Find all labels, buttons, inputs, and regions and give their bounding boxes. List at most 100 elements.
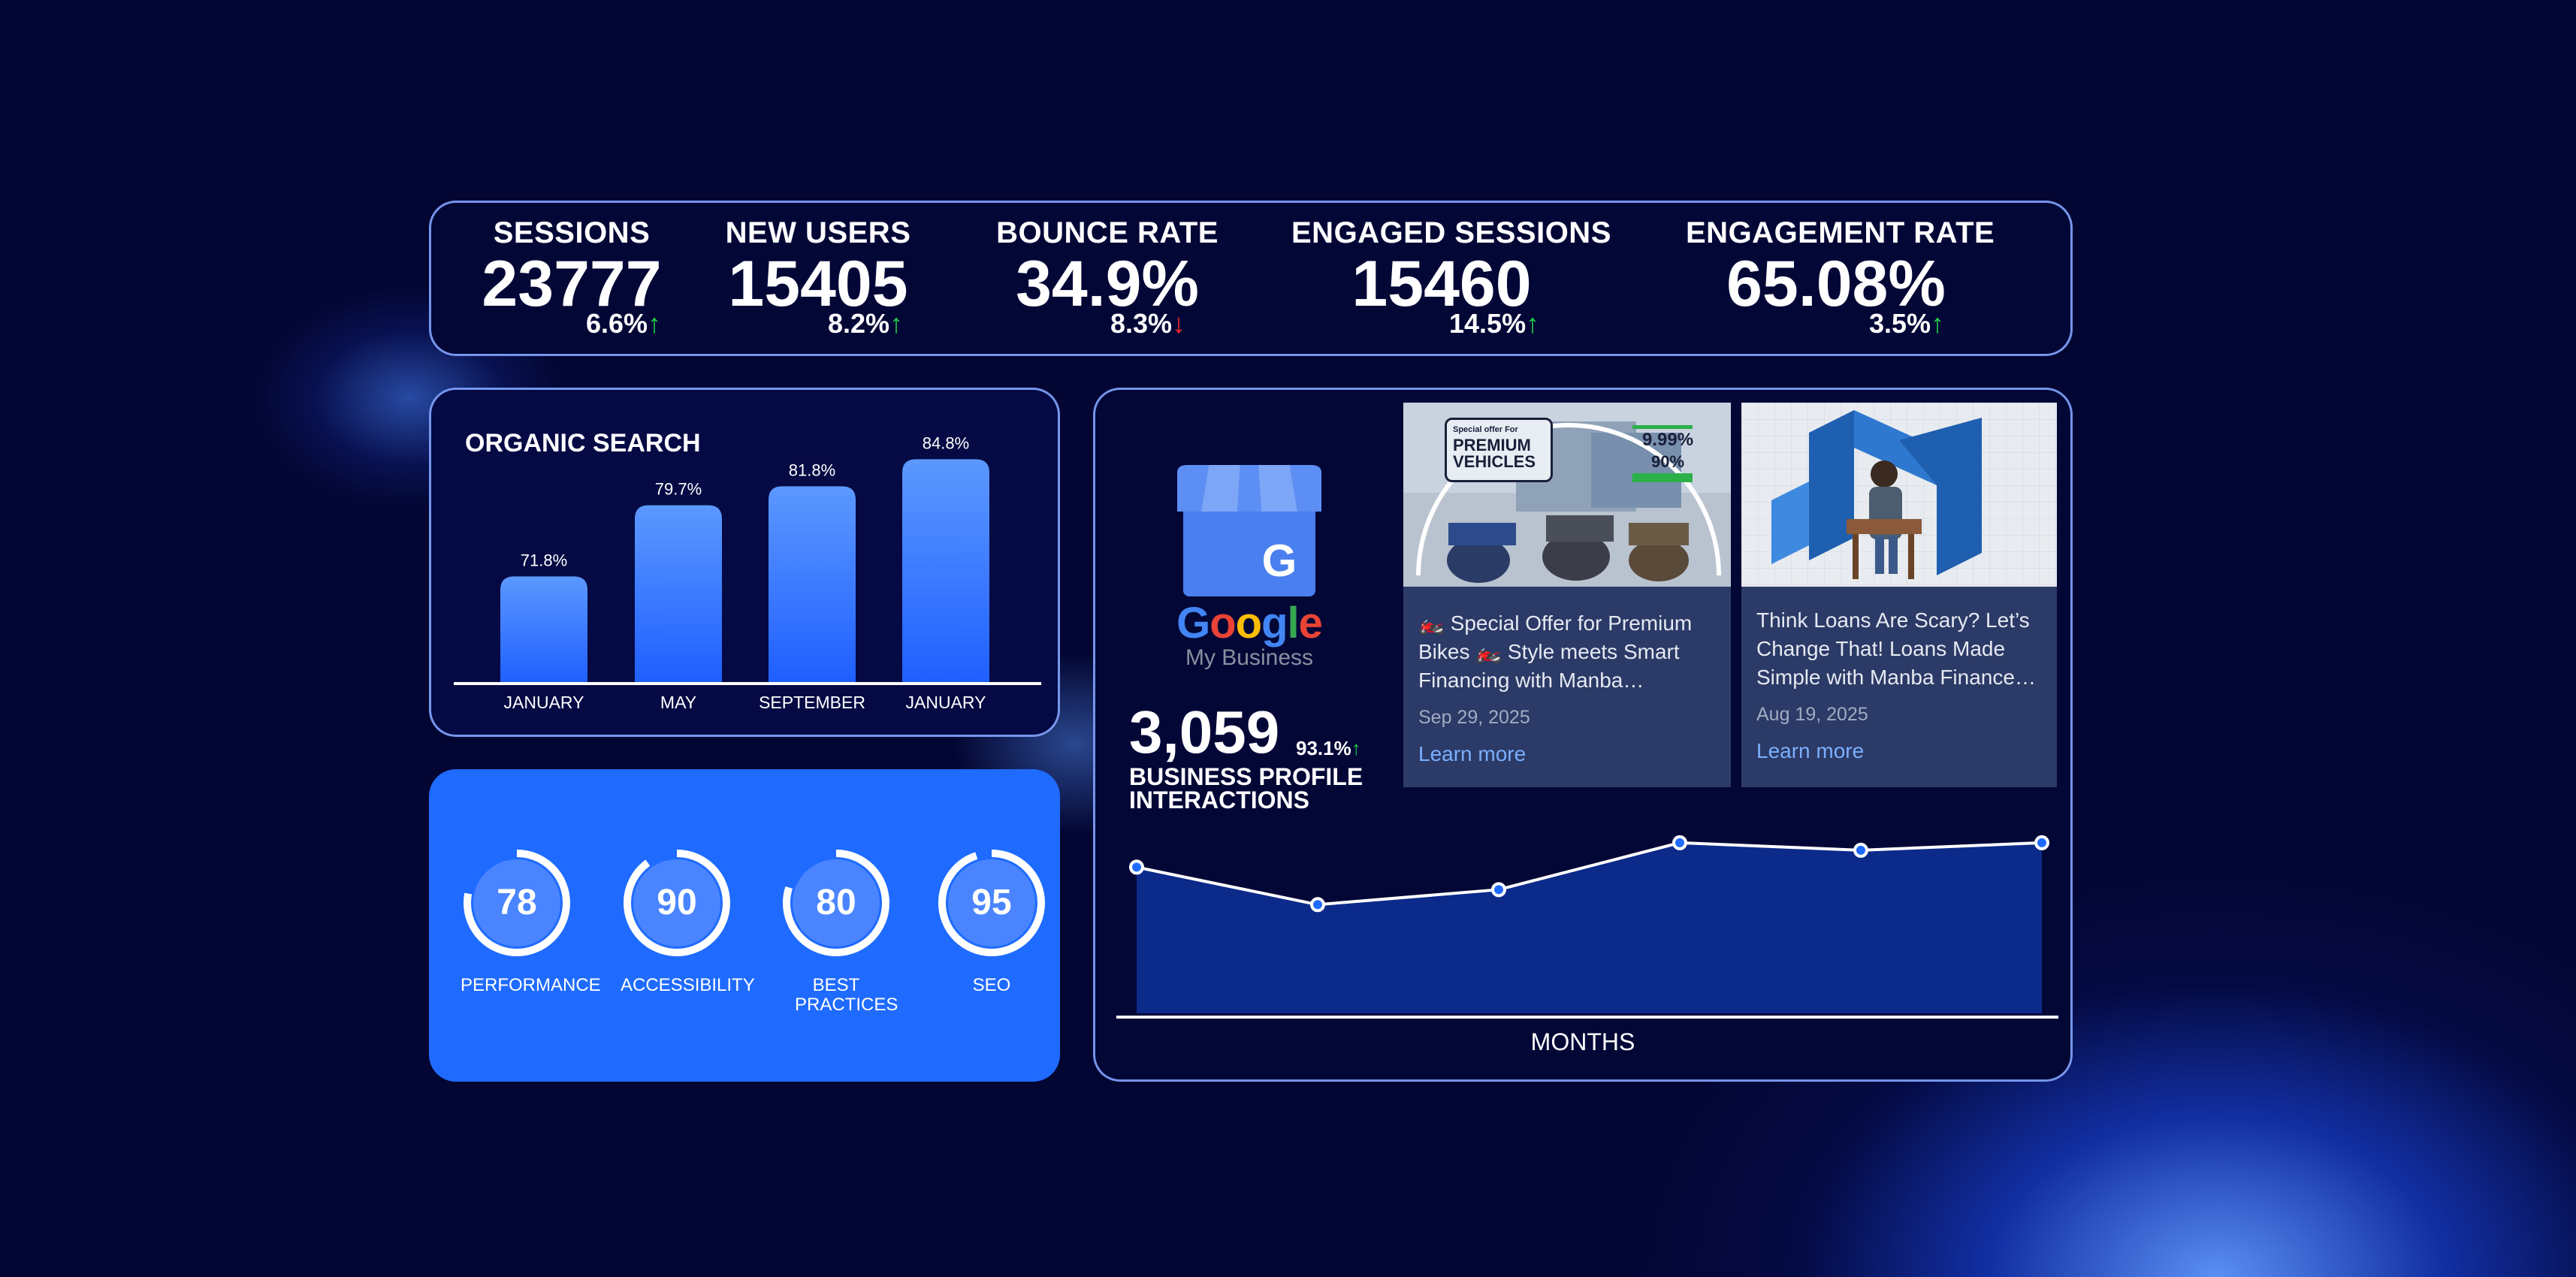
data-point <box>1672 835 1687 850</box>
google-my-business-panel: G Google My Business 3,059 93.1%↑ BUSINE… <box>1093 388 2073 1082</box>
score-label: BEST PRACTICES <box>795 975 898 1015</box>
kpi-label: NEW USERS <box>725 216 911 249</box>
score-value: 90 <box>657 883 696 922</box>
score-performance: 78 PERFORMANCE <box>461 847 601 995</box>
score-gauge: 95 <box>938 850 1045 956</box>
kpi-bounce-rate: BOUNCE RATE 34.9% <box>987 216 1228 316</box>
data-point <box>1491 882 1506 898</box>
organic-search-panel: ORGANIC SEARCH 71.8% JANUARY 79.7% MAY 81.8%… <box>429 388 1060 737</box>
arrow-up-icon: ↑ <box>889 308 904 339</box>
logo-letter: l <box>1287 599 1300 648</box>
panel-title: ORGANIC SEARCH <box>465 429 701 457</box>
image-text: PREMIUM <box>1453 436 1531 454</box>
kpi-change: 8.3%↓ <box>1110 308 1186 339</box>
score-ring <box>783 850 889 956</box>
logo-letter: o <box>1209 599 1236 648</box>
data-point <box>1853 842 1868 858</box>
score-ring <box>938 850 1045 956</box>
interactions-line-chart <box>1116 835 2058 1019</box>
kpi-value: 65.08% <box>1726 248 1946 320</box>
score-ring <box>624 850 730 956</box>
score-ring <box>464 850 570 956</box>
post-card[interactable]: Special offer For PREMIUM VEHICLES 9.99%… <box>1403 403 1731 787</box>
arrow-up-icon: ↑ <box>1931 308 1945 339</box>
score-label: PERFORMANCE <box>461 975 601 995</box>
arrow-up-icon: ↑ <box>1526 308 1540 339</box>
kpi-label: ENGAGED SESSIONS <box>1291 216 1611 249</box>
logo-letter: g <box>1261 599 1288 648</box>
score-value: 78 <box>497 883 536 922</box>
image-text: 9.99% <box>1642 430 1694 450</box>
kpi-change: 3.5%↑ <box>1869 308 1945 339</box>
post-date: Aug 19, 2025 <box>1756 704 1868 725</box>
kpi-value: 23777 <box>482 248 662 320</box>
organic-search-chart: 71.8% JANUARY 79.7% MAY 81.8% SEPTEMBER 84.8% J… <box>454 433 1041 712</box>
logo-subtitle: My Business <box>1185 645 1314 670</box>
kpi-bar: SESSIONS 23777 6.6%↑ NEW USERS 15405 8.2… <box>429 201 2073 356</box>
score-gauge: 78 <box>464 850 570 956</box>
lighthouse-scores-panel: 78 PERFORMANCE 90 ACCESSIBILITY 80 BEST … <box>429 769 1060 1082</box>
kpi-change: 14.5%↑ <box>1449 308 1540 339</box>
score-gauge: 90 <box>624 850 730 956</box>
post-date: Sep 29, 2025 <box>1418 707 1530 728</box>
bar <box>902 459 989 683</box>
score-label: SEO <box>972 975 1011 995</box>
series-line <box>1136 841 2043 907</box>
interactions-change: 93.1%↑ <box>1296 737 1361 759</box>
bar-value-label: 81.8% <box>789 460 835 479</box>
score-value: 80 <box>816 883 856 922</box>
post-image: Special offer For PREMIUM VEHICLES 9.99%… <box>1403 403 1731 587</box>
kpi-value: 15405 <box>728 248 908 320</box>
kpi-value: 34.9% <box>1016 248 1199 320</box>
kpi-label: BOUNCE RATE <box>996 216 1219 249</box>
data-point <box>1310 897 1325 913</box>
bar <box>769 486 856 683</box>
bar-value-label: 84.8% <box>923 433 969 452</box>
x-tick-label: JANUARY <box>906 693 986 712</box>
bar <box>635 505 722 683</box>
google-my-business-logo: G Google My Business <box>1167 450 1332 671</box>
google-wordmark: Google <box>1167 598 1332 648</box>
post-card[interactable]: Think Loans Are Scary? Let’s Change That… <box>1741 403 2057 787</box>
learn-more-link[interactable]: Learn more <box>1418 742 1527 765</box>
kpi-label: ENGAGEMENT RATE <box>1686 216 1995 249</box>
line-area <box>1137 842 2042 1013</box>
bar-value-label: 79.7% <box>655 480 702 499</box>
score-gauge: 80 <box>783 850 889 956</box>
x-tick-label: MAY <box>660 693 696 712</box>
image-text: Special offer For <box>1453 425 1518 434</box>
learn-more-link[interactable]: Learn more <box>1756 739 1865 762</box>
kpi-sessions: SESSIONS 23777 <box>478 216 666 316</box>
interactions-value: 3,059 <box>1129 699 1280 765</box>
post-text: Think Loans Are Scary? Let’s Change That… <box>1756 608 2036 689</box>
kpi-value: 15460 <box>1351 248 1532 320</box>
x-tick-label: SEPTEMBER <box>759 693 865 712</box>
arrow-up-icon: ↑ <box>648 308 662 339</box>
storefront-icon: G <box>1177 465 1321 596</box>
kpi-engaged-sessions: ENGAGED SESSIONS 15460 <box>1291 216 1611 320</box>
bar-value-label: 71.8% <box>521 551 567 569</box>
logo-letter: o <box>1235 599 1262 648</box>
kpi-change: 8.2%↑ <box>828 308 904 339</box>
post-image <box>1741 403 2057 587</box>
bar <box>500 576 587 683</box>
arrow-up-icon: ↑ <box>1351 737 1361 759</box>
data-point <box>1129 859 1144 875</box>
score-value: 95 <box>971 883 1011 922</box>
svg-text:G: G <box>1262 536 1297 586</box>
score-label: ACCESSIBILITY <box>621 975 755 995</box>
score-best-practices: 80 BEST PRACTICES <box>780 847 898 1015</box>
image-text: 90% <box>1651 452 1685 471</box>
x-tick-label: JANUARY <box>504 693 584 712</box>
x-axis-label: MONTHS <box>1530 1028 1635 1055</box>
score-seo: 95 SEO <box>935 847 1048 995</box>
logo-letter: e <box>1298 599 1323 648</box>
logo-letter: G <box>1176 599 1210 648</box>
kpi-engagement-rate: ENGAGEMENT RATE 65.08% <box>1686 216 1995 320</box>
score-accessibility: 90 ACCESSIBILITY <box>621 847 755 995</box>
kpi-new-users: NEW USERS 15405 <box>717 216 920 316</box>
arrow-down-icon: ↓ <box>1172 308 1186 339</box>
data-point <box>2034 835 2049 850</box>
kpi-label: SESSIONS <box>493 216 651 249</box>
post-text: 🏍️ Special Offer for Premium Bikes 🏍️ St… <box>1418 611 1693 692</box>
